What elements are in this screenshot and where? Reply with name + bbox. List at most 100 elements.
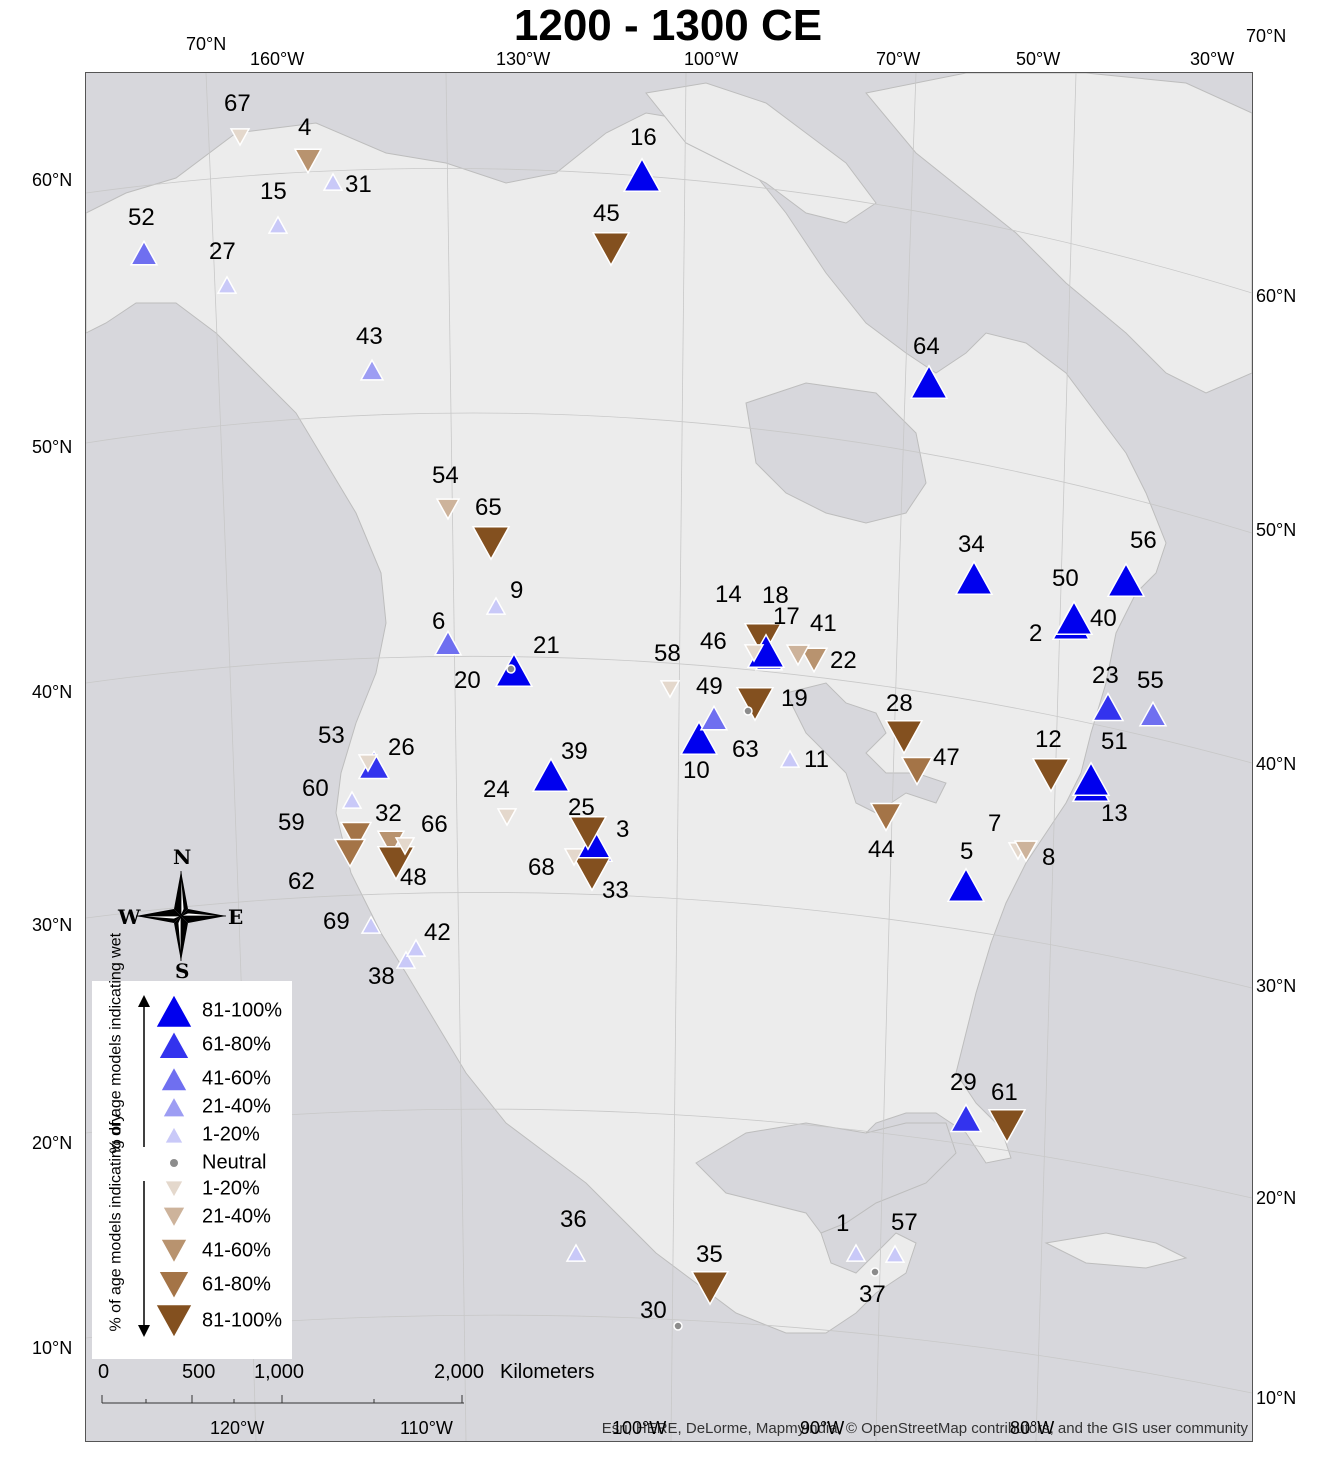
site-55-marker <box>1138 700 1168 727</box>
site-28-marker <box>884 720 924 755</box>
site-40-label: 40 <box>1090 605 1117 632</box>
site-24-dry-triangle <box>496 808 518 827</box>
site-64-marker <box>909 364 949 399</box>
site-68-label: 68 <box>528 854 555 881</box>
site-8-label: 8 <box>1042 844 1056 871</box>
site-45-label: 45 <box>593 200 620 227</box>
scale-label: 1,000 <box>254 1361 305 1383</box>
site-34-label: 34 <box>958 531 985 558</box>
legend-item-label: 41-60% <box>202 1067 271 1090</box>
site-9-label: 9 <box>510 577 524 604</box>
site-50-label: 50 <box>1052 565 1079 592</box>
site-16-label: 16 <box>630 124 657 151</box>
site-63-marker <box>743 706 753 716</box>
site-3-label: 3 <box>616 816 630 843</box>
landmass-greenland <box>865 73 1252 394</box>
site-39-label: 39 <box>561 738 588 765</box>
site-1-marker <box>845 1243 867 1262</box>
legend-item-label: 1-20% <box>202 1177 260 1200</box>
site-49-marker <box>699 704 729 731</box>
site-29-wet-triangle <box>949 1102 983 1133</box>
legend-wet-triangle <box>162 1096 186 1118</box>
graticule-label-top: 70°N <box>1246 26 1287 46</box>
site-10-wet-triangle <box>679 720 719 755</box>
legend-wet-triangle <box>158 1030 190 1059</box>
site-39-wet-triangle <box>531 757 571 792</box>
site-51-marker <box>1071 761 1111 796</box>
legend-item-label: 21-40% <box>202 1205 271 1228</box>
site-15-wet-triangle <box>267 215 289 234</box>
graticule-label-right: 30°N <box>1256 976 1297 996</box>
site-54-dry-triangle <box>435 498 461 521</box>
site-9-wet-triangle <box>485 596 507 615</box>
legend-wet-triangle <box>155 993 193 1028</box>
site-67-dry-triangle <box>229 128 251 147</box>
site-22-marker <box>799 647 829 674</box>
site-53-marker <box>357 754 379 773</box>
graticule-label-right: 50°N <box>1256 520 1297 540</box>
site-12-label: 12 <box>1035 726 1062 753</box>
site-36-label: 36 <box>560 1206 587 1233</box>
site-30-neutral-dot <box>673 1321 683 1331</box>
site-43-wet-triangle <box>359 358 385 381</box>
site-33-label: 33 <box>602 877 629 904</box>
legend: % of age models indicating wet % of age … <box>92 933 292 1359</box>
site-65-label: 65 <box>475 494 502 521</box>
graticule-label-left: 30°N <box>32 915 73 935</box>
legend-axis-arrows <box>138 995 150 1337</box>
site-52-wet-triangle <box>129 239 159 266</box>
site-31-wet-triangle <box>322 172 344 191</box>
scale-label: 2,000 <box>434 1361 485 1383</box>
site-69-label: 69 <box>323 908 350 935</box>
site-44-dry-triangle <box>869 802 903 833</box>
graticule-label-left: 20°N <box>32 1133 73 1153</box>
site-42-label: 42 <box>424 919 451 946</box>
site-47-dry-triangle <box>900 756 934 787</box>
legend-item-label: 41-60% <box>202 1239 271 1262</box>
labels-layer: 1 2 3 4 5 6 7 8 9 10 11 12 13 14 15 16 17 18 19 20 21 22 23 24 2… <box>86 73 1252 1441</box>
site-50-marker <box>1054 600 1094 635</box>
site-22-label: 22 <box>830 647 857 674</box>
site-6-marker <box>433 629 463 656</box>
site-15-marker <box>267 215 289 234</box>
site-8-marker <box>1013 840 1039 863</box>
site-48-label: 48 <box>400 864 427 891</box>
site-33-marker <box>572 857 612 892</box>
site-59-label: 59 <box>278 809 305 836</box>
site-52-label: 52 <box>128 204 155 231</box>
legend-item-label: 1-20% <box>202 1123 260 1146</box>
site-46-dry-triangle <box>743 644 765 663</box>
site-49-wet-triangle <box>699 704 729 731</box>
site-12-marker <box>1031 758 1071 793</box>
landmass-arctic-islands <box>645 82 877 224</box>
site-36-wet-triangle <box>565 1243 587 1262</box>
legend-dry-triangle <box>155 1304 193 1339</box>
site-69-marker <box>360 915 382 934</box>
graticule-label-top: 50°W <box>1016 49 1061 69</box>
site-5-label: 5 <box>960 838 974 865</box>
site-63-neutral-dot <box>743 706 753 716</box>
site-37-marker <box>870 1267 880 1277</box>
site-59-dry-triangle <box>339 821 373 852</box>
site-38-wet-triangle <box>395 950 417 969</box>
legend-dry-triangle <box>160 1238 188 1264</box>
site-56-marker <box>1106 562 1146 597</box>
legend-item-label: 61-80% <box>202 1273 271 1296</box>
site-14-label: 14 <box>715 581 742 608</box>
site-37-neutral-dot <box>870 1267 880 1277</box>
compass-rose-icon <box>135 870 227 962</box>
site-46-label: 46 <box>700 628 727 655</box>
site-47-marker <box>900 756 934 787</box>
site-34-marker <box>954 560 994 595</box>
graticule-label-right: 10°N <box>1256 1388 1297 1408</box>
site-35-dry-triangle <box>690 1271 730 1306</box>
legend-item-label: Neutral <box>202 1151 267 1174</box>
map-title: 1200 - 1300 CE <box>513 1 823 50</box>
legend-dry-triangle <box>162 1206 186 1228</box>
site-55-wet-triangle <box>1138 700 1168 727</box>
site-24-label: 24 <box>483 776 510 803</box>
site-58-label: 58 <box>654 640 681 667</box>
site-36-marker <box>565 1243 587 1262</box>
site-58-dry-triangle <box>659 680 681 699</box>
site-12-dry-triangle <box>1031 758 1071 793</box>
